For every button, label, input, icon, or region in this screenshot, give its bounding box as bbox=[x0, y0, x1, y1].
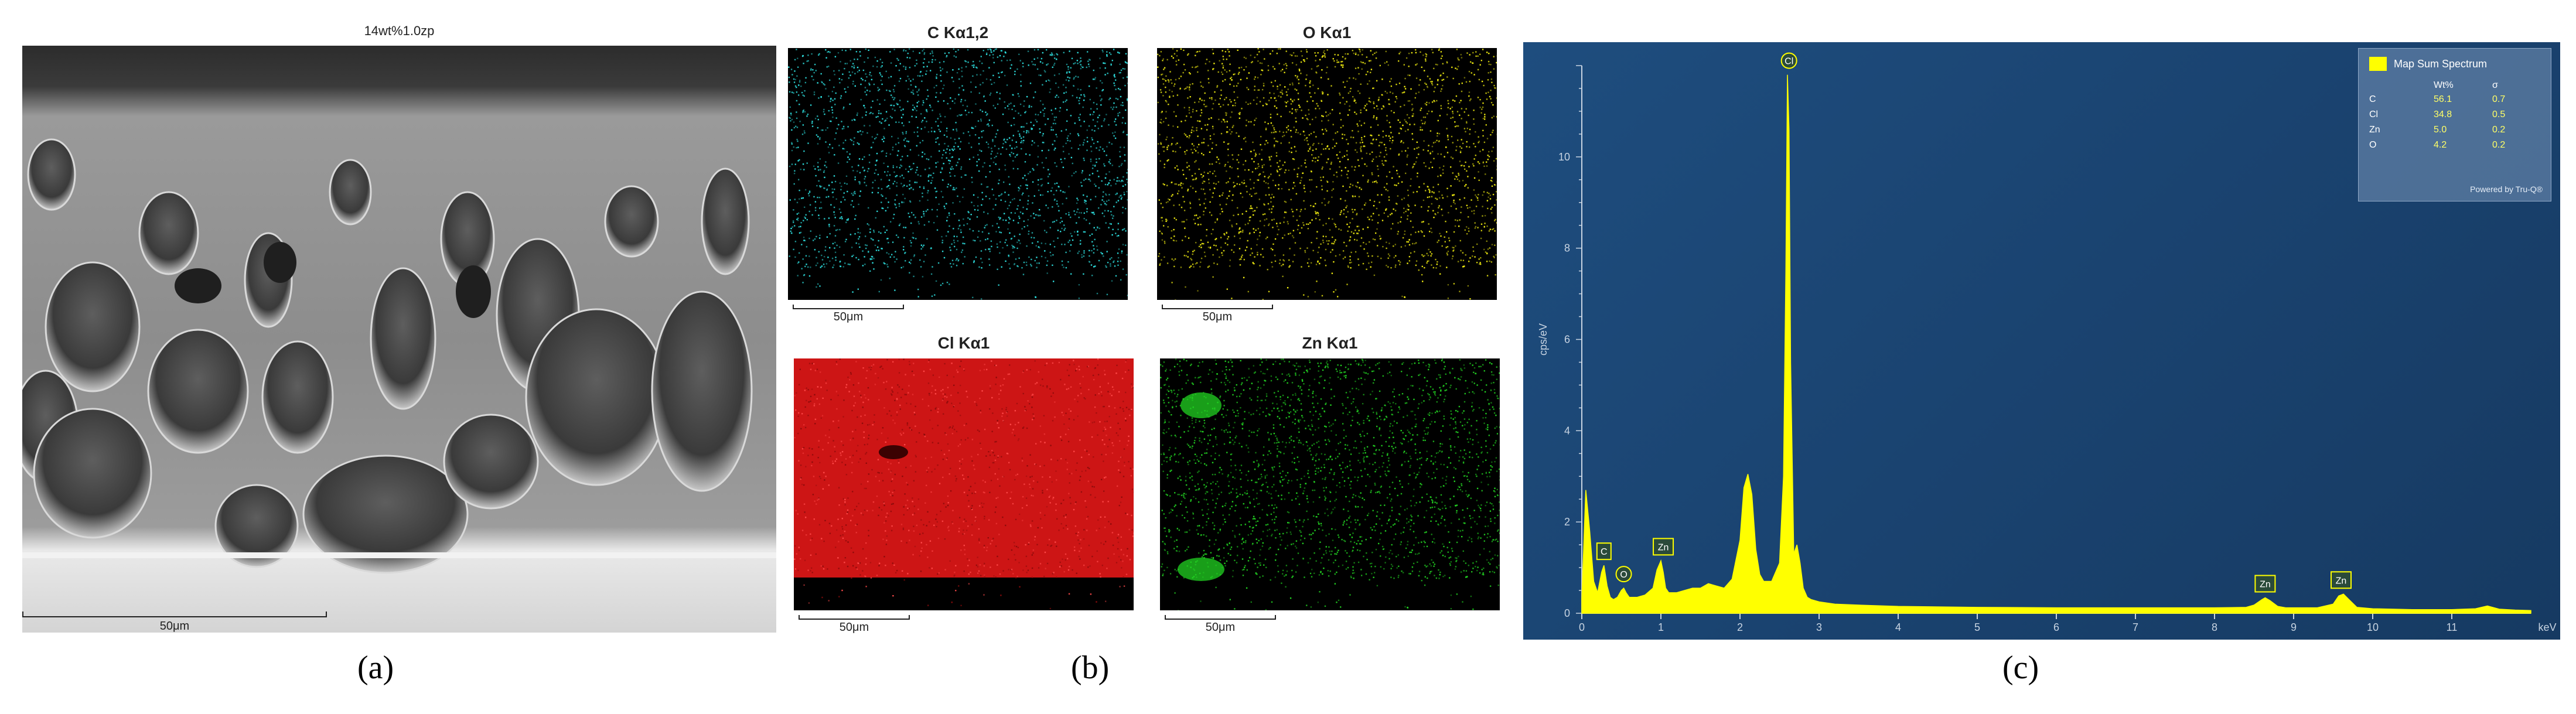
legend-wt: 34.8 bbox=[2434, 110, 2452, 119]
peak-label-marker bbox=[1780, 52, 1797, 69]
legend-swatch bbox=[2369, 57, 2387, 71]
x-tick-label: 7 bbox=[2133, 621, 2138, 633]
map-scale-label-chlorine: 50μm bbox=[839, 621, 869, 634]
map-noise-oxygen bbox=[1157, 48, 1497, 300]
map-scale-bar-chlorine: 50μm bbox=[799, 615, 910, 634]
legend-row: C 56.1 0.7 bbox=[2369, 92, 2527, 107]
legend-powered-by: Powered by Tru-Q® bbox=[2470, 185, 2543, 194]
sem-title: 14wt%1.0zp bbox=[364, 23, 435, 38]
map-scale-label-oxygen: 50μm bbox=[1202, 310, 1233, 323]
legend-element: C bbox=[2369, 94, 2376, 104]
eds-map-carbon: C Kα1,2 50μm bbox=[788, 23, 1128, 328]
peak-label: C bbox=[1601, 547, 1608, 557]
eds-map-oxygen: O Kα1 50μm bbox=[1157, 23, 1497, 328]
legend-row: Cl 34.8 0.5 bbox=[2369, 107, 2527, 122]
y-tick-label: 10 bbox=[1558, 151, 1570, 163]
y-tick-label: 6 bbox=[1564, 334, 1570, 346]
sem-panel: 14wt%1.0zp bbox=[22, 18, 776, 633]
map-scale-bar-oxygen: 50μm bbox=[1162, 305, 1273, 323]
map-image-carbon bbox=[788, 48, 1128, 300]
legend-wt: 4.2 bbox=[2434, 140, 2447, 150]
map-image-oxygen bbox=[1157, 48, 1497, 300]
sem-scale-label: 50μm bbox=[159, 620, 190, 633]
map-scale-bar-carbon: 50μm bbox=[793, 305, 904, 323]
peak-label: Cl bbox=[1785, 57, 1793, 67]
x-axis-label: keV bbox=[2538, 621, 2556, 633]
legend-element: Zn bbox=[2369, 125, 2380, 135]
panel-label-b: (b) bbox=[1071, 650, 1110, 686]
x-tick-label: 6 bbox=[2053, 621, 2059, 633]
legend-sigma: 0.7 bbox=[2492, 94, 2506, 104]
x-tick-label: 0 bbox=[1579, 621, 1585, 633]
peak-label: O bbox=[1620, 570, 1627, 580]
x-tick-label: 8 bbox=[2212, 621, 2217, 633]
legend-element: O bbox=[2369, 140, 2377, 150]
legend-wt: 5.0 bbox=[2434, 125, 2447, 135]
y-tick-label: 4 bbox=[1564, 425, 1570, 436]
legend-col-wt: Wt% bbox=[2434, 80, 2454, 90]
x-tick-label: 4 bbox=[1895, 621, 1901, 633]
eds-spectrum-panel: 0 1 2 3 4 5 6 7 8 9 10 11 0 2 4 6 8 10 keV cps/eV Cl C O Zn Zn Z… bbox=[1523, 42, 2560, 640]
legend-sigma: 0.5 bbox=[2492, 110, 2506, 119]
map-image-zinc bbox=[1160, 358, 1500, 610]
eds-map-zinc: Zn Kα1 50μm bbox=[1160, 334, 1500, 638]
map-scale-label-zinc: 50μm bbox=[1205, 621, 1236, 634]
sem-micrograph bbox=[22, 46, 776, 633]
peak-label: Zn bbox=[2336, 576, 2347, 586]
panel-label-c: (c) bbox=[2002, 650, 2039, 686]
legend-row: O 4.2 0.2 bbox=[2369, 138, 2527, 153]
panel-label-a: (a) bbox=[357, 650, 394, 686]
y-tick-label: 8 bbox=[1564, 242, 1570, 254]
y-tick-label: 0 bbox=[1564, 607, 1570, 619]
legend-row: Zn 5.0 0.2 bbox=[2369, 122, 2527, 138]
legend-sigma: 0.2 bbox=[2492, 140, 2506, 150]
map-scale-label-carbon: 50μm bbox=[833, 310, 864, 323]
map-image-chlorine bbox=[794, 358, 1134, 610]
legend-sigma: 0.2 bbox=[2492, 125, 2506, 135]
legend-title: Map Sum Spectrum bbox=[2394, 57, 2488, 70]
peak-label-marker bbox=[1596, 542, 1612, 561]
spectrum-area bbox=[1581, 74, 2531, 614]
x-tick-label: 10 bbox=[2367, 621, 2379, 633]
legend-col-sigma: σ bbox=[2492, 80, 2498, 90]
map-title-carbon: C Kα1,2 bbox=[927, 23, 989, 42]
x-tick-label: 11 bbox=[2447, 621, 2458, 633]
map-noise-chlorine bbox=[794, 358, 1134, 610]
legend-table: Wt% σ C 56.1 0.7 Cl 34.8 0.5 Zn 5.0 0.2 … bbox=[2369, 79, 2527, 153]
map-scale-bar-zinc: 50μm bbox=[1165, 615, 1276, 634]
y-tick-label: 2 bbox=[1564, 516, 1570, 528]
map-noise-zinc bbox=[1160, 358, 1500, 610]
sem-scale-bar: 50μm bbox=[22, 609, 327, 633]
map-title-chlorine: Cl Kα1 bbox=[937, 334, 990, 352]
peak-label-marker bbox=[2254, 575, 2276, 593]
x-tick-label: 5 bbox=[1974, 621, 1980, 633]
peak-label: Zn bbox=[1658, 542, 1669, 552]
spectrum-legend: Map Sum Spectrum Wt% σ C 56.1 0.7 Cl 34.… bbox=[2358, 48, 2551, 201]
x-tick-label: 1 bbox=[1658, 621, 1664, 633]
x-tick-label: 2 bbox=[1737, 621, 1743, 633]
map-title-oxygen: O Kα1 bbox=[1302, 23, 1352, 42]
spectrum-peak-labels: Cl C O Zn Zn Zn bbox=[1596, 52, 2352, 593]
peak-label-marker bbox=[1653, 538, 1674, 556]
x-tick-label: 9 bbox=[2291, 621, 2297, 633]
peak-label: Zn bbox=[2260, 580, 2271, 590]
peak-label-marker bbox=[2331, 571, 2352, 589]
y-axis-label: cps/eV bbox=[1537, 323, 1549, 356]
map-title-zinc: Zn Kα1 bbox=[1302, 334, 1358, 352]
spectrum-area-layer bbox=[1581, 74, 2531, 614]
map-noise-carbon bbox=[788, 48, 1128, 300]
x-tick-label: 3 bbox=[1816, 621, 1822, 633]
legend-wt: 56.1 bbox=[2434, 94, 2452, 104]
eds-map-chlorine: Cl Kα1 50μm bbox=[794, 334, 1134, 638]
peak-label-marker bbox=[1615, 566, 1632, 583]
legend-element: Cl bbox=[2369, 110, 2379, 119]
